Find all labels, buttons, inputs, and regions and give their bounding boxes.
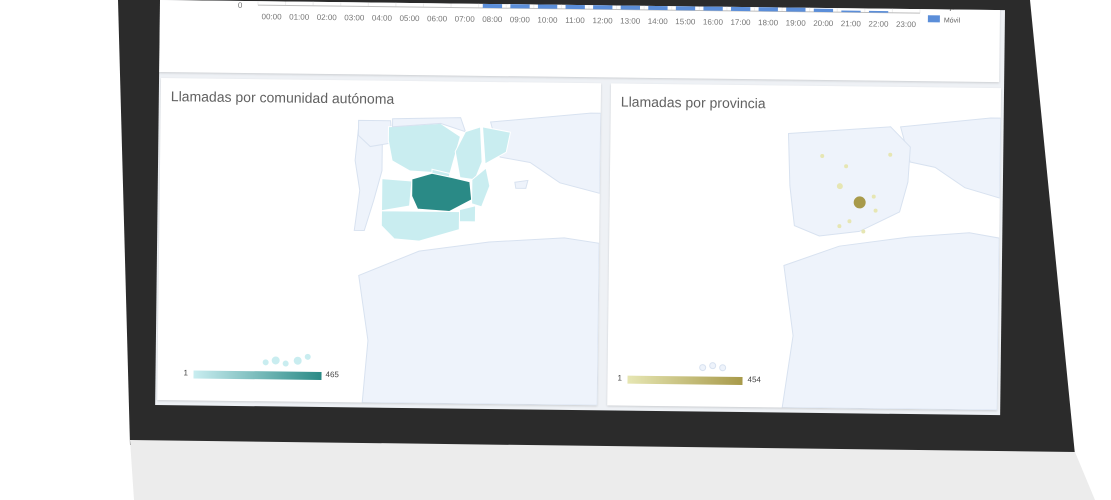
x-tick-label: 09:00 <box>510 15 531 24</box>
canary-islands <box>699 362 727 372</box>
x-tick-label: 20:00 <box>813 19 834 28</box>
x-tick-label: 11:00 <box>565 16 585 25</box>
x-tick-label: 23:00 <box>896 20 917 29</box>
bar-móvil-2200[interactable] <box>868 10 889 13</box>
x-tick-label: 12:00 <box>593 16 614 25</box>
x-tick-label: 14:00 <box>648 17 669 26</box>
x-tick-label: 03:00 <box>344 13 365 22</box>
y-axis-zero-label: 0 <box>238 1 243 10</box>
province-scale-min: 1 <box>617 373 623 383</box>
province-map-card: Llamadas por provincia 1 454 <box>607 83 1002 411</box>
grid-line <box>257 0 260 6</box>
province-bubbles <box>820 152 893 234</box>
iberian-peninsula <box>787 126 911 237</box>
x-tick-label: 22:00 <box>868 20 889 29</box>
province-scale-max: 454 <box>747 375 761 385</box>
hourly-calls-chart-card: 00:00 01:00 02:00 03:00 04:00 05:00 06:00 07:00… <box>159 0 1001 83</box>
africa-landmass <box>781 232 1000 411</box>
africa-landmass <box>358 237 600 406</box>
region-extremadura[interactable] <box>380 178 413 212</box>
region-andalucia[interactable] <box>380 210 461 242</box>
dashboard-screen: 00:00 01:00 02:00 03:00 04:00 05:00 06:00 07:00… <box>155 0 1005 416</box>
x-axis-line <box>257 4 920 14</box>
region-murcia[interactable] <box>458 205 477 223</box>
x-tick-label: 19:00 <box>786 19 807 28</box>
grid-line <box>312 0 315 6</box>
x-tick-label: 08:00 <box>482 15 503 24</box>
ccaa-scale-min: 1 <box>183 368 189 378</box>
canary-islands <box>262 353 311 367</box>
ccaa-color-scale <box>193 370 322 380</box>
bar-móvil-1500[interactable] <box>675 5 696 11</box>
x-tick-label: 18:00 <box>758 18 779 27</box>
hourly-calls-chart: 00:00 01:00 02:00 03:00 04:00 05:00 06:00 07:00… <box>238 0 961 29</box>
x-tick-label: 05:00 <box>399 14 420 23</box>
region-castilla-la-mancha[interactable] <box>411 172 473 213</box>
x-tick-label: 06:00 <box>427 14 448 23</box>
ccaa-map-card: Llamadas por comunidad autónoma <box>157 78 602 406</box>
x-tick-label: 01:00 <box>289 13 310 22</box>
ccaa-choropleth-map[interactable] <box>157 78 602 406</box>
x-tick-label: 02:00 <box>317 13 338 22</box>
province-bubble-map[interactable] <box>607 83 1002 411</box>
province-color-scale <box>627 375 743 386</box>
region-baleares <box>514 179 529 189</box>
x-tick-label: 13:00 <box>620 17 641 26</box>
france-landmass <box>899 117 1002 199</box>
region-valencia[interactable] <box>471 167 491 208</box>
x-tick-label: 04:00 <box>372 14 393 23</box>
grid-line <box>285 0 288 6</box>
region-cataluna[interactable] <box>481 126 512 165</box>
bar-móvil-0800[interactable] <box>482 2 503 9</box>
x-tick-label: 07:00 <box>455 15 476 24</box>
ccaa-scale-max: 465 <box>325 370 339 380</box>
bubble-toledo <box>853 196 866 209</box>
x-tick-label: 00:00 <box>262 12 283 21</box>
x-tick-label: 10:00 <box>537 16 558 25</box>
x-tick-label: 16:00 <box>703 18 724 27</box>
x-tick-label: 15:00 <box>675 17 696 26</box>
x-axis-ticks: 00:00 01:00 02:00 03:00 04:00 05:00 06:00 07:00… <box>262 12 917 29</box>
region-galicia <box>357 119 393 148</box>
bar-móvil-2000[interactable] <box>813 8 834 13</box>
region-castilla-leon[interactable] <box>387 122 461 175</box>
x-tick-label: 21:00 <box>841 19 862 28</box>
bar-móvil-2100[interactable] <box>841 10 861 13</box>
region-aragon[interactable] <box>454 126 483 181</box>
region-cantabria-pv <box>392 117 467 133</box>
legend-swatch <box>927 15 940 23</box>
france-landmass <box>489 112 602 194</box>
chart-grid <box>257 0 922 14</box>
x-tick-label: 17:00 <box>730 18 751 27</box>
legend-label: Móvil <box>944 17 961 24</box>
